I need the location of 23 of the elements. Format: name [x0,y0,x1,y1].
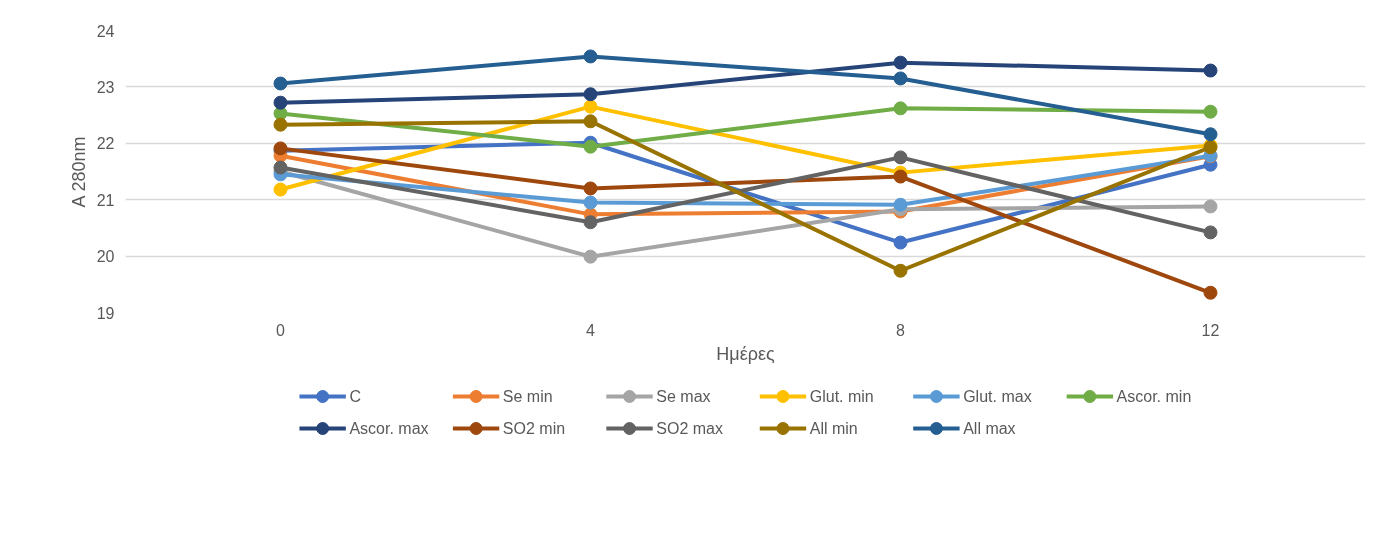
x-tick-label: 8 [896,321,906,339]
y-tick-label: 20 [96,248,115,266]
y-tick-label: 21 [96,191,115,209]
y-tick-label: 22 [96,135,115,153]
x-axis-title: Ημέρες [716,343,775,364]
legend-label: All min [809,420,858,437]
legend-label: Ascor. max [349,420,429,437]
legend-label: Se max [656,388,711,405]
legend-label: Ascor. min [1116,388,1192,405]
y-tick-label: 23 [96,78,115,96]
x-tick-label: 0 [276,321,286,339]
x-tick-label: 12 [1201,321,1220,339]
legend-label: Glut. max [963,388,1032,405]
legend-label: C [349,388,361,405]
legend-label: Se min [502,388,553,405]
y-tick-label: 24 [96,22,115,40]
legend-label: Glut. min [809,388,874,405]
legend-label: SO2 max [656,420,723,437]
x-tick-label: 4 [586,321,596,339]
legend-label: All max [963,420,1016,437]
y-axis-title: A 280nm [68,136,89,208]
legend-label: SO2 min [502,420,566,437]
y-tick-label: 19 [96,304,115,322]
